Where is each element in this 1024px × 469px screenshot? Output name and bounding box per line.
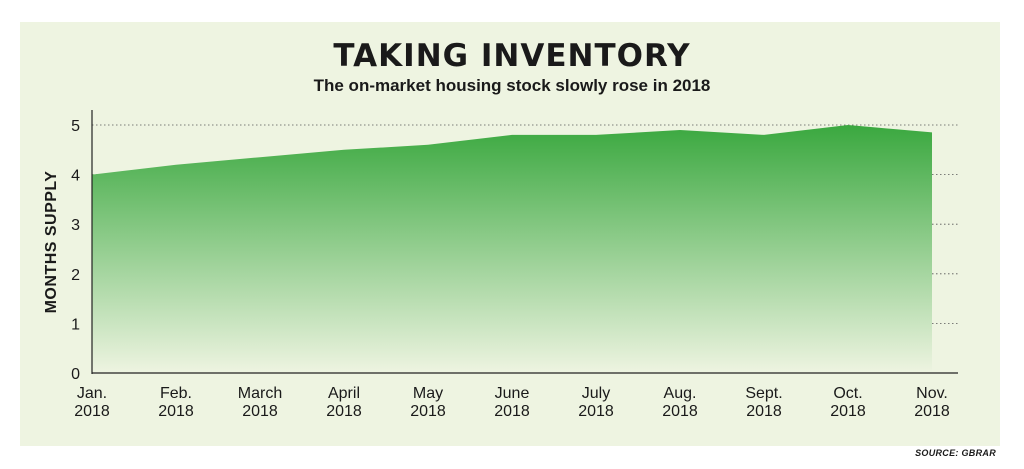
x-tick-label: Aug. 2018 xyxy=(662,385,698,420)
x-tick-label: May 2018 xyxy=(410,385,446,420)
y-tick-label: 1 xyxy=(71,316,80,333)
x-tick-label: Feb. 2018 xyxy=(158,385,194,420)
chart-title: TAKING INVENTORY xyxy=(333,38,691,74)
x-tick-label: Nov. 2018 xyxy=(914,385,950,420)
y-tick-label: 2 xyxy=(71,267,80,284)
y-tick-label: 0 xyxy=(71,366,80,383)
x-tick-label: Jan. 2018 xyxy=(74,385,110,420)
x-tick-label: June 2018 xyxy=(494,385,530,420)
x-tick-label: Sept. 2018 xyxy=(745,385,782,420)
x-tick-label: April 2018 xyxy=(326,385,362,420)
y-tick-label: 3 xyxy=(71,217,80,234)
x-tick-label: March 2018 xyxy=(238,385,282,420)
y-tick-label: 5 xyxy=(71,118,80,135)
y-tick-label: 4 xyxy=(71,168,80,185)
x-tick-label: July 2018 xyxy=(578,385,614,420)
chart-subtitle: The on-market housing stock slowly rose … xyxy=(313,76,711,95)
y-axis-label: MONTHS SUPPLY xyxy=(43,171,60,314)
area-series xyxy=(92,125,932,373)
x-tick-label: Oct. 2018 xyxy=(830,385,866,420)
source-note: SOURCE: GBRAR xyxy=(915,448,996,458)
